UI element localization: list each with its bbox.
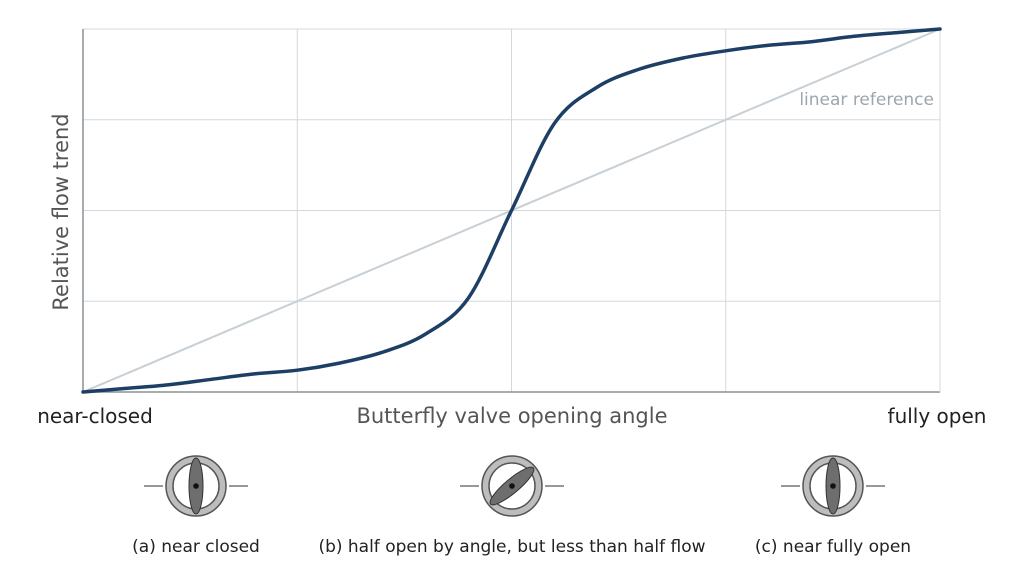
caption-half-open: (b) half open by angle, but less than ha… bbox=[318, 537, 705, 557]
valve-stem-dot bbox=[830, 483, 836, 489]
x-axis-label: Butterfly valve opening angle bbox=[356, 404, 667, 428]
y-axis-label: Relative flow trend bbox=[49, 113, 73, 310]
valve-illustration-half-open bbox=[460, 455, 564, 517]
caption-near-closed: (a) near closed bbox=[132, 537, 260, 557]
caption-near-fully-open: (c) near fully open bbox=[755, 537, 911, 557]
valve-stem-dot bbox=[509, 483, 515, 489]
valve-illustration-near-fully-open bbox=[781, 455, 885, 517]
x-tick-label-start: near-closed bbox=[37, 404, 153, 428]
valve-illustration-near-closed bbox=[144, 455, 248, 517]
x-tick-label-end: fully open bbox=[888, 404, 987, 428]
linear-reference-label: linear reference bbox=[799, 90, 934, 110]
flow-curve-line bbox=[81, 27, 942, 394]
valve-stem-dot bbox=[193, 483, 199, 489]
series-group bbox=[81, 27, 942, 394]
axes bbox=[82, 29, 941, 393]
